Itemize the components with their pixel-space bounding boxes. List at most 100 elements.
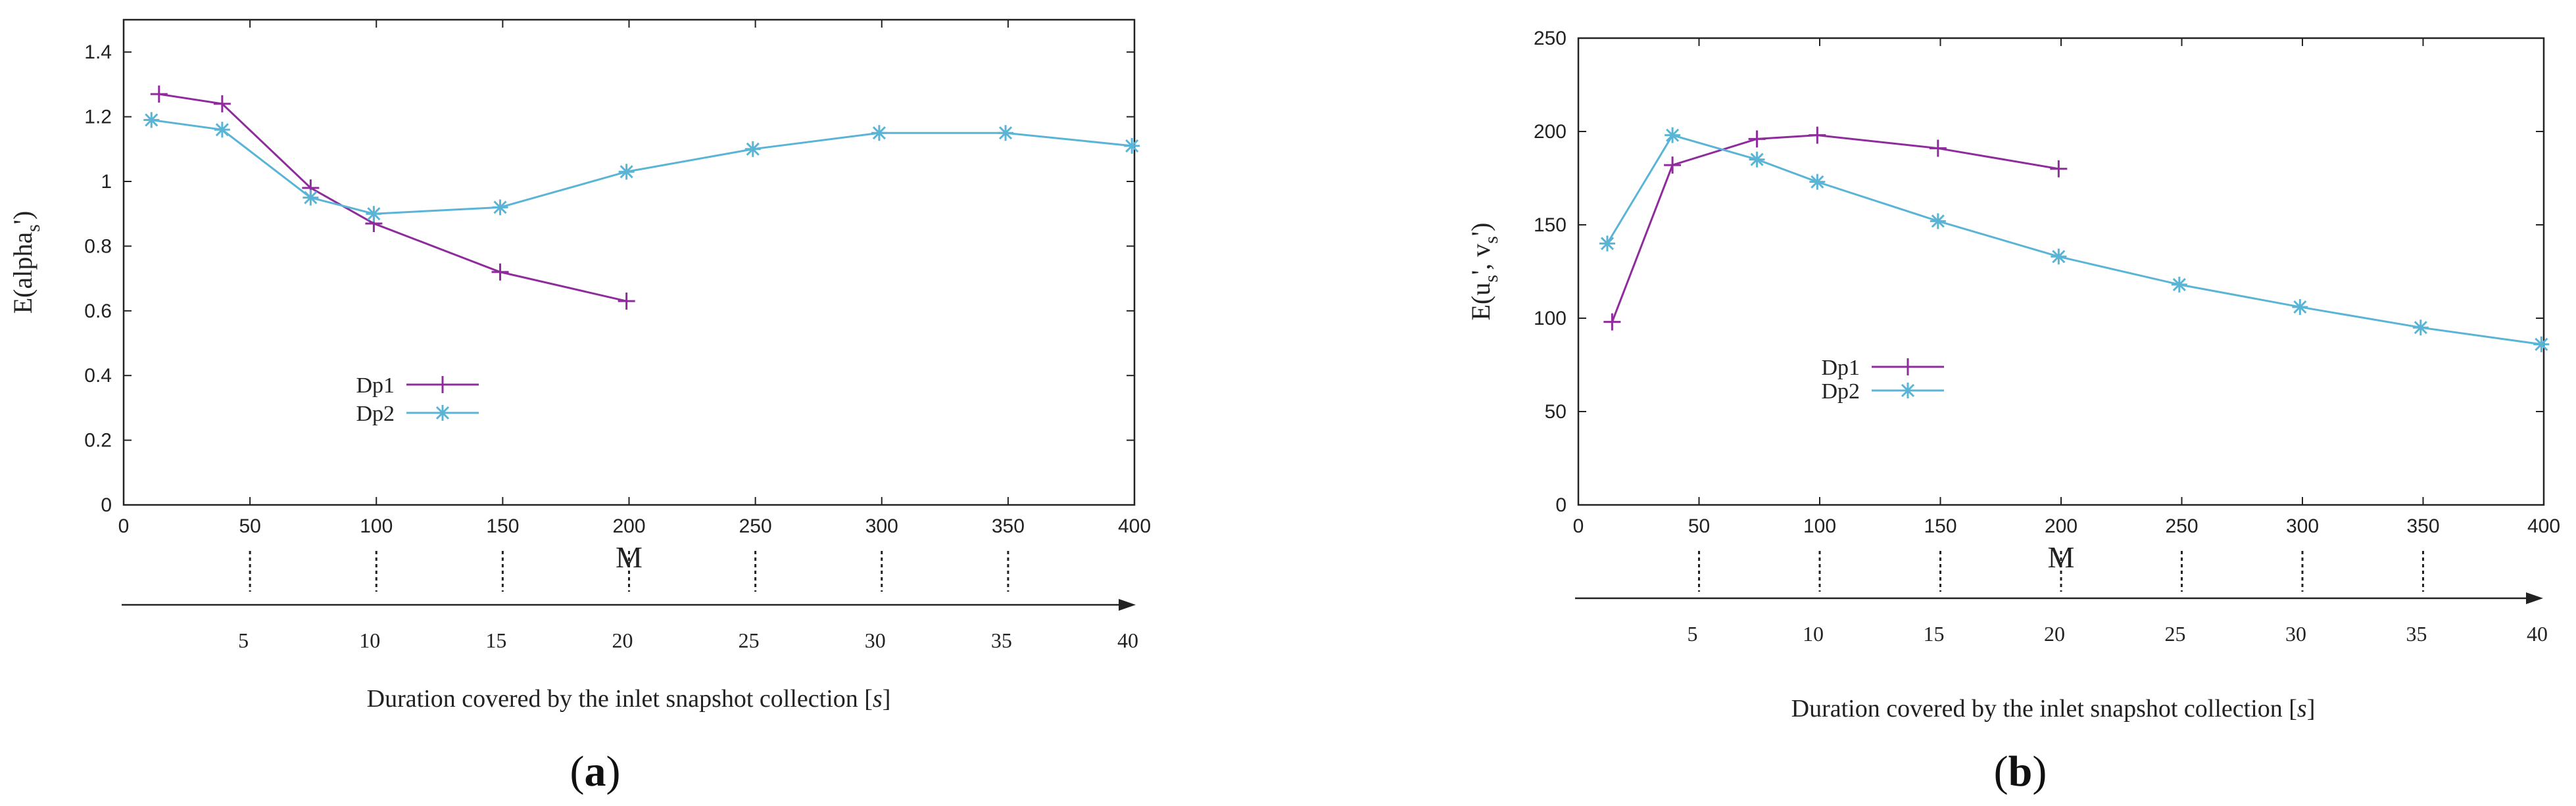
data-point-dp1 (1603, 313, 1621, 331)
duration-tick-label: 10 (1803, 622, 1824, 646)
x-tick-label: 300 (2286, 515, 2319, 537)
duration-tick-label: 30 (2285, 622, 2306, 646)
data-point-dp1 (213, 95, 231, 112)
y-axis-label: E(alphas​') (8, 211, 44, 314)
data-point-dp1 (1664, 156, 1682, 174)
data-point-dp1 (2050, 160, 2068, 178)
duration-axis-label: Duration covered by the inlet snapshot c… (1791, 695, 2316, 723)
duration-tick-label: 15 (1924, 622, 1945, 646)
x-tick-label: 150 (1924, 515, 1956, 537)
panel-caption: (a) (570, 747, 621, 795)
y-tick-label: 0.6 (84, 300, 112, 322)
x-tick-label: 250 (739, 515, 772, 537)
y-tick-label: 1 (101, 171, 112, 193)
legend-marker (434, 376, 451, 393)
legend-label: Dp1 (1821, 356, 1860, 380)
duration-tick-label: 40 (1117, 628, 1138, 652)
legend-marker (435, 405, 450, 421)
duration-axis-arrow (1119, 599, 1136, 611)
y-tick-label: 0.2 (84, 430, 112, 452)
data-point-dp2 (744, 141, 761, 157)
x-tick-label: 100 (1803, 515, 1836, 537)
data-point-dp1 (1929, 139, 1947, 157)
y-tick-label: 1.4 (84, 41, 112, 63)
data-point-dp2 (2412, 320, 2429, 336)
y-tick-label: 0 (1555, 494, 1567, 516)
x-tick-label: 0 (118, 515, 130, 537)
data-point-dp2 (2292, 298, 2308, 315)
duration-tick-label: 40 (2527, 622, 2548, 646)
duration-tick-label: 15 (485, 628, 506, 652)
y-tick-label: 150 (1534, 214, 1567, 236)
chart-a: 0 50 100 150 200 250 300 350 400 0 0.2 0.4 0.6 0.8 1 1.… (8, 18, 1151, 795)
x-tick-label: 300 (865, 515, 898, 537)
x-tick-label: 350 (992, 515, 1025, 537)
data-point-dp2 (303, 189, 319, 206)
legend-marker (1900, 383, 1916, 398)
duration-tick-label: 20 (612, 628, 633, 652)
x-tick-label: 100 (360, 515, 393, 537)
data-point-dp1 (1748, 130, 1766, 148)
y-tick-label: 100 (1534, 308, 1567, 329)
plot-frame (1577, 37, 2545, 506)
x-tick-label: 250 (2165, 515, 2198, 537)
data-point-dp2 (871, 125, 887, 141)
y-axis-label: E(us​', vs​') (1466, 223, 1502, 321)
data-point-dp2 (1599, 235, 1616, 252)
legend-label: Dp2 (356, 402, 395, 426)
data-point-dp2 (2533, 336, 2550, 352)
panel-caption: (b) (1994, 747, 2047, 795)
x-tick-label: 50 (1688, 515, 1710, 537)
duration-tick-label: 35 (2406, 622, 2427, 646)
duration-tick-label: 25 (739, 628, 760, 652)
duration-tick-label: 30 (865, 628, 886, 652)
data-point-dp2 (1665, 127, 1681, 143)
duration-axis-label: Duration covered by the inlet snapshot c… (367, 685, 891, 713)
series-line-dp1 (1611, 134, 2059, 323)
data-point-dp2 (1809, 174, 1826, 190)
y-tick-label: 50 (1545, 401, 1567, 423)
y-tick-label: 250 (1534, 28, 1567, 49)
data-point-dp2 (143, 112, 160, 128)
x-axis-label: M (2048, 540, 2075, 574)
y-tick-label: 0.8 (84, 235, 112, 257)
x-tick-label: 400 (1118, 515, 1151, 537)
x-tick-label: 350 (2406, 515, 2439, 537)
data-point-dp1 (150, 85, 168, 103)
data-point-dp1 (1809, 126, 1826, 144)
series-line-dp1 (158, 93, 627, 302)
duration-tick-label: 35 (991, 628, 1012, 652)
series-line-dp2 (151, 119, 1132, 215)
data-point-dp2 (998, 125, 1014, 141)
data-point-dp2 (2171, 276, 2187, 293)
x-axis-label: M (616, 540, 643, 574)
x-tick-label: 200 (2045, 515, 2078, 537)
x-tick-label: 50 (239, 515, 260, 537)
legend-marker (1899, 358, 1916, 375)
data-point-dp2 (1749, 151, 1765, 168)
legend-label: Dp1 (356, 373, 395, 398)
duration-axis-arrow (2526, 592, 2543, 604)
x-tick-label: 0 (1573, 515, 1584, 537)
y-tick-label: 0 (101, 494, 112, 516)
data-point-dp2 (1930, 213, 1946, 229)
data-point-dp2 (366, 206, 382, 222)
data-point-dp1 (491, 263, 509, 281)
duration-tick-label: 25 (2165, 622, 2186, 646)
legend-label: Dp2 (1821, 379, 1860, 404)
data-point-dp2 (2051, 249, 2067, 265)
duration-tick-label: 10 (359, 628, 380, 652)
duration-tick-label: 20 (2044, 622, 2065, 646)
y-tick-label: 1.2 (84, 107, 112, 128)
data-point-dp1 (618, 293, 635, 310)
x-tick-label: 150 (486, 515, 519, 537)
x-tick-label: 400 (2527, 515, 2560, 537)
duration-tick-label: 5 (238, 628, 249, 652)
data-point-dp2 (618, 164, 635, 180)
chart-b: 0 50 100 150 200 250 300 350 400 0 50 100 150 200 250 M… (1466, 28, 2560, 795)
data-point-dp2 (492, 199, 508, 216)
plot-frame (122, 18, 1136, 506)
